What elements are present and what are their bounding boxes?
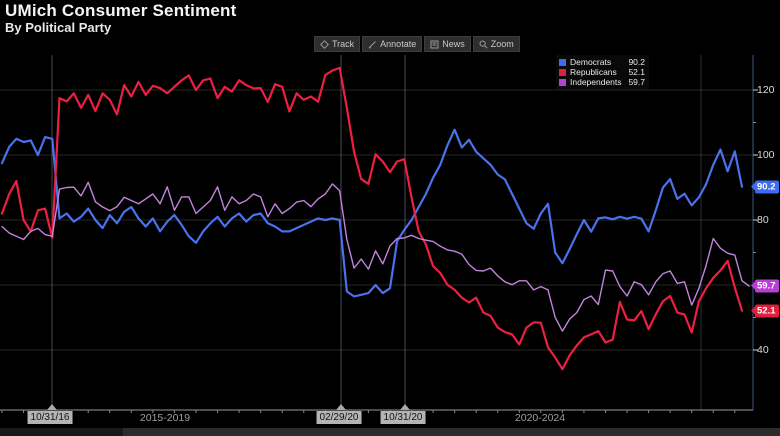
- chart-legend: Democrats 90.2 Republicans 52.1 Independents…: [556, 55, 649, 89]
- y-axis-label-40: 40: [757, 344, 769, 356]
- chart-subtitle: By Political Party: [5, 20, 112, 35]
- series-line-democrats: [0, 128, 744, 298]
- event-date-badge[interactable]: 02/29/20: [316, 411, 362, 424]
- toolbar-button-zoom[interactable]: Zoom: [472, 36, 520, 52]
- legend-label: Republicans: [570, 67, 617, 77]
- legend-item-republicans[interactable]: Republicans 52.1: [559, 67, 645, 77]
- last-value-badge-independents: 59.7: [751, 279, 779, 293]
- series-line-independents: [1, 181, 750, 332]
- legend-value: 90.2: [628, 57, 645, 67]
- event-marker-triangle-icon: [47, 404, 57, 410]
- toolbar-button-label: News: [442, 39, 465, 49]
- legend-label: Democrats: [570, 57, 612, 67]
- last-value-badge-republicans: 52.1: [751, 304, 779, 318]
- y-axis-label-120: 120: [757, 84, 775, 96]
- toolbar-button-label: Track: [332, 39, 355, 49]
- legend-label: Independents: [570, 77, 622, 87]
- x-axis-period-label: 2020-2024: [514, 412, 566, 424]
- y-axis-label-100: 100: [757, 149, 775, 161]
- series-line-republicans: [0, 66, 744, 371]
- legend-swatch-icon: [559, 68, 566, 76]
- y-axis-label-80: 80: [757, 214, 769, 226]
- event-date-badge[interactable]: 10/31/20: [380, 411, 426, 424]
- track-icon: [320, 39, 329, 49]
- toolbar-button-label: Annotate: [380, 39, 417, 49]
- toolbar-button-annotate[interactable]: Annotate: [362, 36, 423, 52]
- legend-swatch-icon: [559, 58, 566, 66]
- toolbar-button-news[interactable]: News: [424, 36, 471, 52]
- toolbar-button-label: Zoom: [490, 39, 514, 49]
- event-marker-triangle-icon: [336, 404, 346, 410]
- chart-title: UMich Consumer Sentiment: [5, 1, 237, 20]
- legend-item-democrats[interactable]: Democrats 90.2: [559, 57, 645, 67]
- event-marker-triangle-icon: [400, 404, 410, 410]
- annotate-icon: [368, 40, 377, 49]
- zoom-icon: [479, 40, 488, 49]
- legend-value: 52.1: [628, 67, 645, 77]
- news-icon: [430, 40, 439, 49]
- x-axis-period-label: 2015-2019: [139, 412, 191, 424]
- chart-toolbar: Track Annotate News Zoom: [314, 36, 520, 52]
- event-date-badge[interactable]: 10/31/16: [27, 411, 73, 424]
- bottom-status-strip-left: [0, 428, 123, 436]
- legend-swatch-icon: [559, 78, 566, 86]
- legend-item-independents[interactable]: Independents 59.7: [559, 77, 645, 87]
- last-value-badge-democrats: 90.2: [751, 180, 779, 194]
- toolbar-button-track[interactable]: Track: [314, 36, 361, 52]
- bottom-status-strip: [0, 428, 780, 436]
- legend-value: 59.7: [628, 77, 645, 87]
